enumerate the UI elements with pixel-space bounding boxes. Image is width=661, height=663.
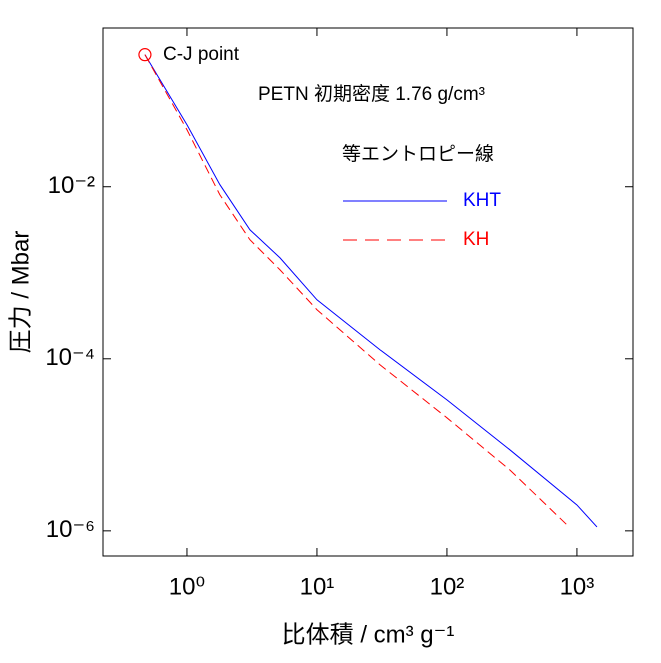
x-tick-label: 10⁰ — [169, 573, 205, 600]
plot-frame — [102, 27, 634, 557]
x-tick-label: 10³ — [560, 573, 595, 600]
y-tick-label: 10⁻⁴ — [45, 344, 95, 371]
y-tick-label: 10⁻² — [48, 172, 95, 199]
cj-label: C-J point — [163, 44, 240, 65]
legend-title: 等エントロピー線 — [342, 143, 494, 165]
legend-label: KHT — [463, 190, 501, 211]
x-tick-label: 10¹ — [300, 573, 335, 600]
material-label: PETN 初期密度 1.76 g/cm³ — [258, 83, 485, 105]
y-tick-label: 10⁻⁶ — [46, 516, 95, 543]
x-axis-label: 比体積 / cm³ g⁻¹ — [282, 621, 455, 648]
legend-label: KH — [463, 229, 489, 250]
cj-point — [138, 48, 152, 62]
series-line — [144, 54, 568, 526]
y-axis-label: 圧力 / Mbar — [7, 231, 34, 354]
x-tick-label: 10² — [430, 573, 465, 600]
series-line — [144, 54, 598, 528]
